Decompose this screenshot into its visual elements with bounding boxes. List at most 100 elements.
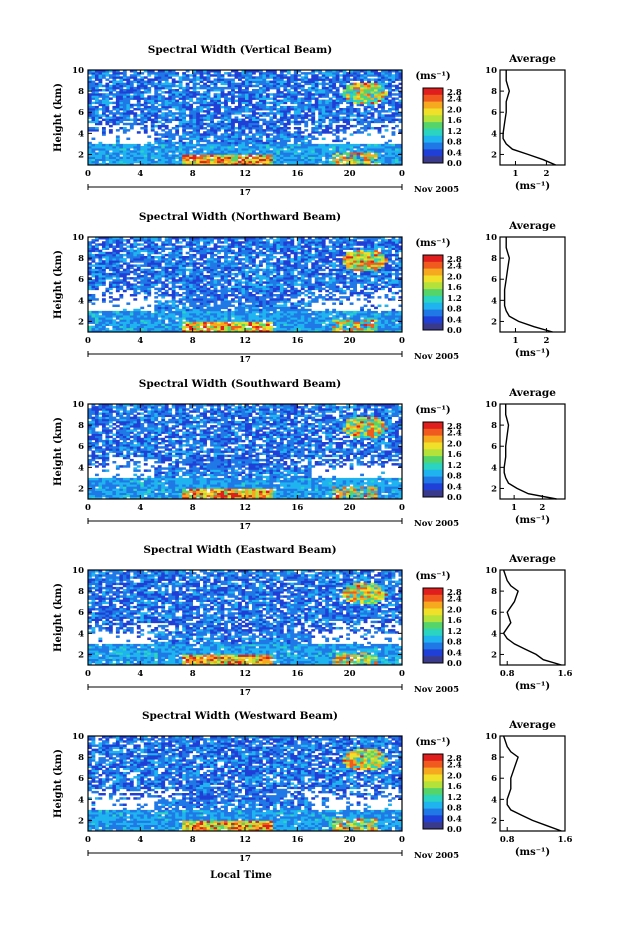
heatmap-cell — [238, 101, 242, 105]
heatmap-cell — [314, 143, 319, 147]
heatmap-cell — [175, 281, 180, 284]
heatmap-cell — [112, 321, 117, 324]
heatmap-cell — [231, 152, 235, 155]
heatmap-cell — [210, 281, 214, 284]
heatmap-cell — [199, 74, 204, 77]
heatmap-cell — [220, 266, 225, 270]
heatmap-cell — [234, 150, 239, 153]
heatmap-cell — [189, 298, 194, 301]
heatmap-cell — [147, 237, 152, 240]
heatmap-cell — [234, 105, 239, 109]
heatmap-cell — [293, 95, 298, 98]
heatmap-cell — [251, 139, 256, 143]
heatmap-cell — [143, 162, 148, 166]
heatmap-cell — [168, 321, 173, 324]
heatmap-cell — [255, 105, 260, 109]
heatmap-cell — [311, 95, 316, 98]
heatmap-cell — [262, 143, 267, 147]
heatmap-cell — [367, 127, 371, 130]
heatmap-cell — [119, 258, 124, 261]
heatmap-cell — [255, 91, 260, 94]
heatmap-cell — [206, 325, 211, 329]
heatmap-cell — [234, 70, 239, 73]
heatmap-cell — [143, 112, 148, 115]
heatmap-cell — [311, 118, 316, 122]
heatmap-cell — [300, 99, 305, 103]
heatmap-cell — [129, 154, 134, 157]
heatmap-cell — [101, 243, 106, 246]
heatmap-cell — [115, 160, 120, 164]
heatmap-cell — [339, 148, 344, 151]
heatmap-cell — [143, 70, 148, 73]
heatmap-cell — [182, 285, 187, 289]
heatmap-cell — [98, 156, 103, 160]
heatmap-cell — [234, 256, 239, 259]
heatmap-cell — [314, 137, 319, 141]
heatmap-cell — [231, 78, 235, 81]
heatmap-cell — [126, 327, 131, 331]
heatmap-cell — [129, 156, 134, 160]
heatmap-cell — [224, 162, 228, 166]
heatmap-cell — [269, 156, 274, 160]
colorbar-tick-label: 0.0 — [447, 159, 462, 169]
heatmap-cell — [196, 281, 200, 284]
heatmap-cell — [143, 289, 148, 293]
heatmap-cell — [234, 325, 239, 329]
heatmap-cell — [119, 253, 124, 257]
heatmap-cell — [108, 313, 113, 316]
heatmap-cell — [356, 129, 361, 132]
heatmap-cell — [122, 262, 127, 265]
heatmap-cell — [94, 329, 99, 333]
heatmap-cell — [178, 277, 183, 280]
heatmap-cell — [206, 84, 211, 88]
heatmap-cell — [293, 114, 298, 117]
heatmap-cell — [122, 313, 127, 316]
heatmap-cell — [283, 137, 288, 141]
heatmap-cell — [196, 296, 200, 299]
heatmap-cell — [307, 86, 312, 90]
heatmap-cell — [115, 120, 120, 124]
heatmap-cell — [276, 135, 281, 138]
heatmap-cell — [353, 152, 357, 155]
heatmap-cell — [119, 270, 124, 274]
heatmap-cell — [154, 272, 159, 276]
heatmap-cell — [251, 152, 256, 155]
heatmap-cell — [98, 268, 103, 272]
heatmap-cell — [258, 262, 263, 265]
heatmap-cell — [175, 247, 180, 251]
heatmap-cell — [210, 319, 214, 322]
heatmap-cell — [335, 72, 340, 75]
heatmap-cell — [203, 251, 207, 255]
heatmap-cell — [272, 74, 277, 77]
heatmap-cell — [94, 72, 99, 75]
heatmap-cell — [262, 310, 267, 314]
heatmap-cell — [129, 103, 134, 107]
heatmap-cell — [213, 323, 218, 327]
heatmap-cell — [398, 76, 403, 79]
heatmap-cell — [185, 275, 190, 278]
heatmap-cell — [318, 101, 323, 105]
heatmap-cell — [199, 256, 204, 259]
heatmap-cell — [98, 70, 103, 73]
heatmap-cell — [353, 118, 357, 122]
heatmap-cell — [245, 283, 249, 286]
heatmap-cell — [293, 108, 298, 111]
heatmap-cell — [203, 319, 207, 322]
heatmap-cell — [293, 146, 298, 149]
heatmap-cell — [241, 237, 246, 240]
heatmap-cell — [381, 82, 385, 86]
heatmap-cell — [210, 327, 214, 331]
heatmap-cell — [101, 294, 106, 297]
heatmap-cell — [154, 146, 159, 149]
heatmap-cell — [157, 95, 162, 98]
heatmap-cell — [367, 160, 371, 164]
heatmap-cell — [164, 116, 169, 119]
heatmap-cell — [154, 256, 159, 259]
heatmap-cell — [370, 97, 375, 100]
heatmap-cell — [129, 310, 134, 314]
heatmap-cell — [255, 122, 260, 126]
heatmap-cell — [150, 239, 155, 242]
heatmap-cell — [217, 78, 221, 81]
heatmap-cell — [203, 139, 207, 143]
heatmap-cell — [119, 105, 124, 109]
